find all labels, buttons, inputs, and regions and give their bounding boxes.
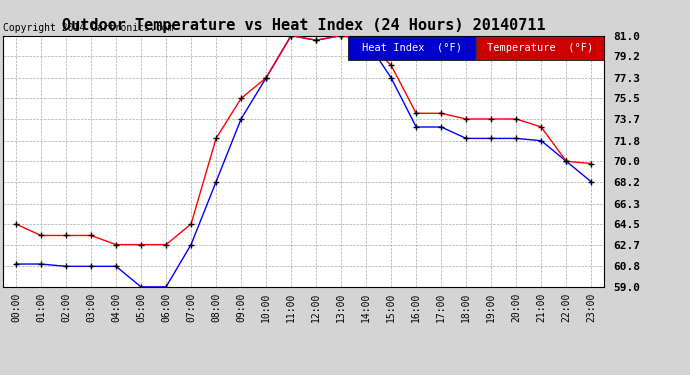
Text: Heat Index  (°F): Heat Index (°F) [362,43,462,53]
Text: Temperature  (°F): Temperature (°F) [487,43,593,53]
Title: Outdoor Temperature vs Heat Index (24 Hours) 20140711: Outdoor Temperature vs Heat Index (24 Ho… [62,18,545,33]
Text: Copyright 2014 Cartronics.com: Copyright 2014 Cartronics.com [3,23,174,33]
